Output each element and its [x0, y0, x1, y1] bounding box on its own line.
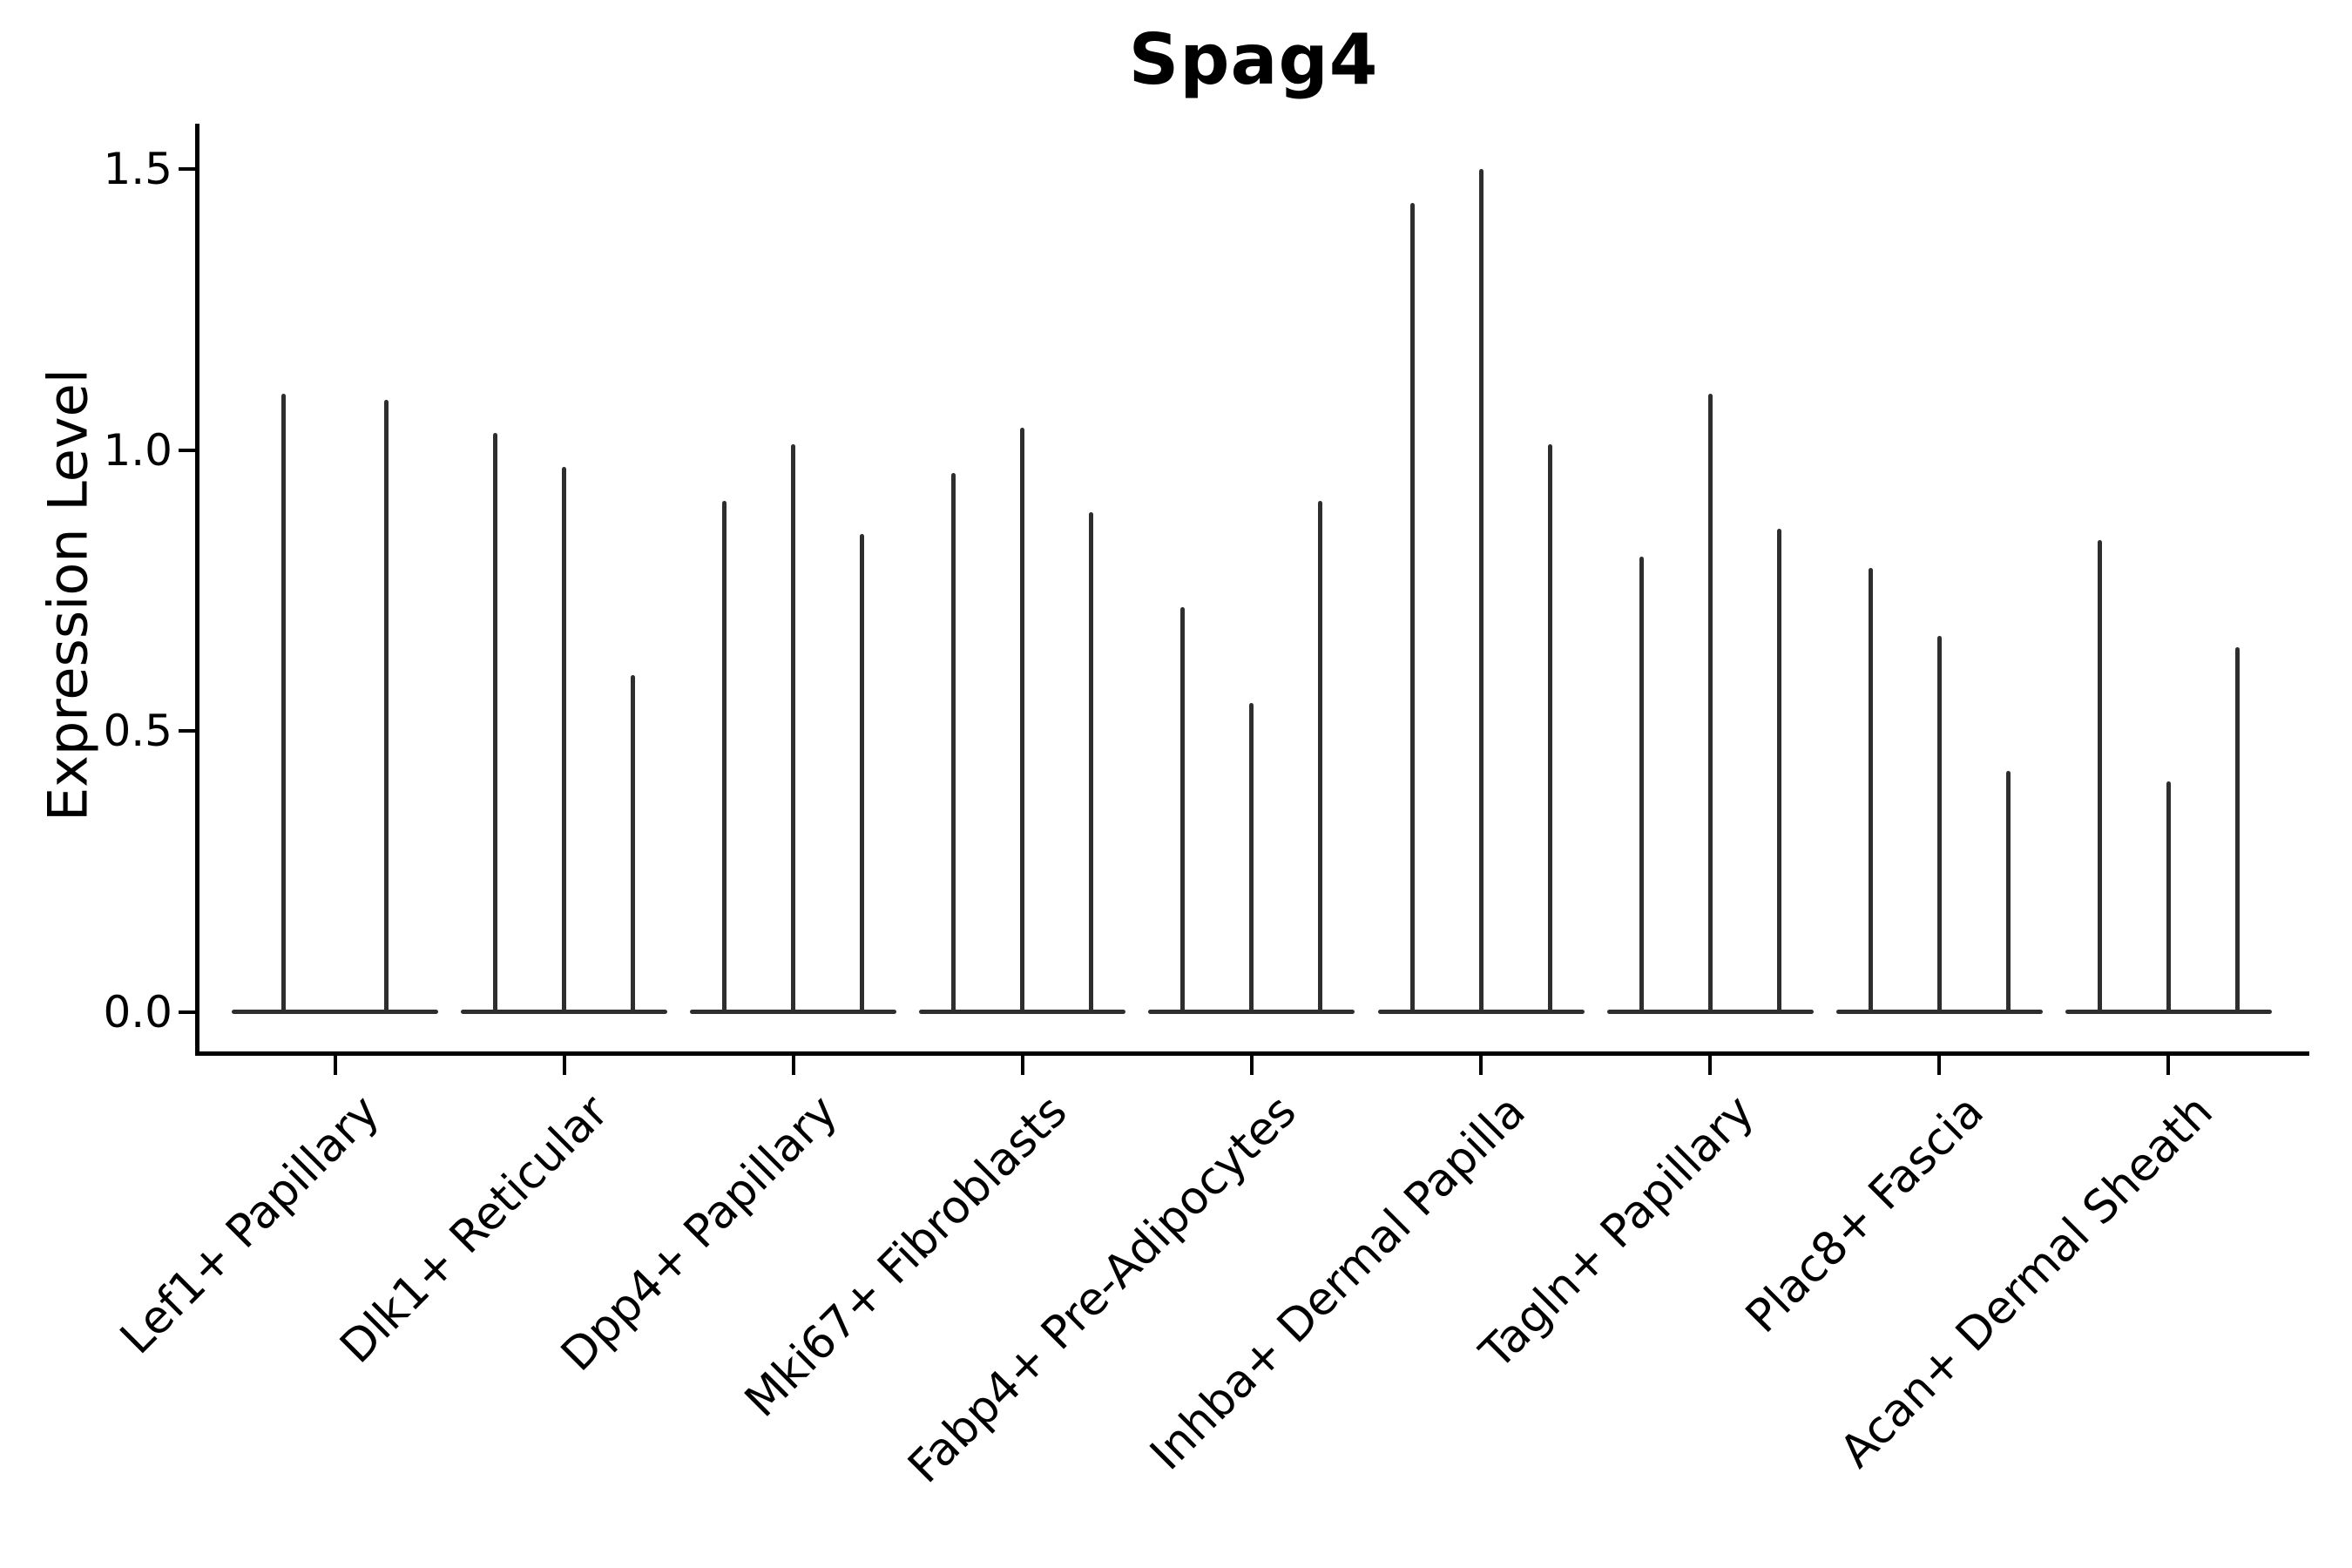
violin-spike	[2234, 646, 2240, 1014]
x-tick-label-category: Inhba+ Dermal Papilla	[1139, 1085, 1536, 1481]
y-tick-label: 0.0	[103, 987, 172, 1037]
violin-spike	[1868, 568, 1873, 1014]
violin-spike	[384, 399, 389, 1014]
x-axis-spine	[195, 1051, 2309, 1056]
violin-spike	[2166, 781, 2171, 1014]
violin-spike	[860, 534, 865, 1014]
x-tick-mark	[562, 1056, 566, 1075]
y-axis-spine	[195, 124, 199, 1056]
violin-spike	[1318, 500, 1323, 1014]
x-tick-mark	[1479, 1056, 1483, 1075]
violin-spike	[2097, 539, 2102, 1014]
x-tick-mark	[791, 1056, 795, 1075]
x-tick-mark	[333, 1056, 337, 1075]
y-tick-mark	[179, 1010, 198, 1014]
violin-spike	[1089, 511, 1094, 1014]
violin-spike	[1180, 607, 1186, 1014]
x-tick-label-category: Plac8+ Fascia	[1735, 1085, 1994, 1343]
x-tick-mark	[1249, 1056, 1254, 1075]
violin-spike	[1936, 635, 1942, 1014]
violin-spike	[562, 467, 567, 1014]
y-tick-mark	[179, 729, 198, 733]
violin-spike	[1547, 444, 1552, 1014]
violin-spike	[2005, 770, 2011, 1014]
x-tick-mark	[2166, 1056, 2171, 1075]
y-tick-mark	[179, 167, 198, 172]
violin-spike	[1020, 427, 1025, 1014]
violin-spike	[1478, 169, 1484, 1014]
violin-spike	[631, 674, 636, 1014]
violin-spike	[1249, 703, 1254, 1014]
violin-spike	[280, 394, 286, 1014]
violin-spike	[951, 472, 956, 1014]
violin-spike	[1639, 557, 1644, 1014]
y-tick-label: 0.5	[103, 706, 172, 757]
violin-spike	[1776, 529, 1781, 1014]
y-tick-mark	[179, 448, 198, 452]
x-tick-mark	[1937, 1056, 1942, 1075]
x-tick-label-category: Acan+ Dermal Sheath	[1830, 1085, 2223, 1478]
violin-spike	[791, 444, 796, 1014]
y-tick-label: 1.0	[103, 424, 172, 476]
violin-spike	[722, 500, 727, 1014]
violin-spike	[1707, 394, 1713, 1014]
plot-title: Spag4	[1128, 19, 1379, 100]
violin-base	[232, 1010, 438, 1014]
x-tick-mark	[1708, 1056, 1713, 1075]
x-tick-label-category: Fabp4+ Pre-Adipocytes	[898, 1085, 1307, 1494]
x-tick-mark	[1020, 1056, 1024, 1075]
violin-spike	[1409, 202, 1415, 1014]
y-tick-label: 1.5	[103, 144, 172, 195]
violin-spike	[493, 433, 498, 1014]
